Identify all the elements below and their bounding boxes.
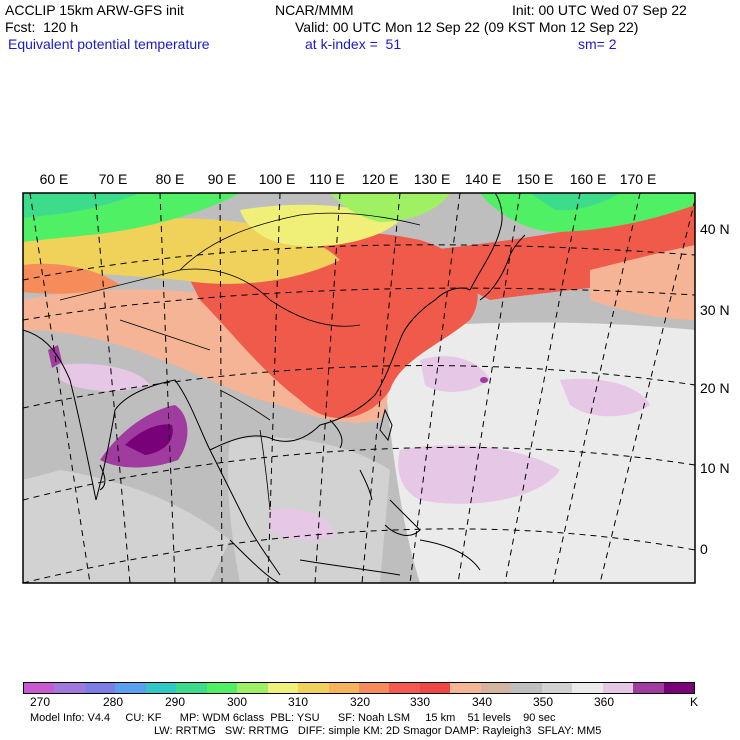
- colorbar-swatch: [602, 683, 634, 693]
- longitude-label: 170 E: [619, 171, 657, 187]
- model-title: ACCLIP 15km ARW-GFS init: [5, 2, 184, 18]
- high-theta-e-patch: [560, 378, 650, 417]
- orange-band: [23, 263, 120, 294]
- northeast-cold-air: [480, 193, 695, 232]
- colorbar-swatch: [298, 683, 329, 693]
- colorbar-swatch: [541, 683, 573, 693]
- latitude-label: 30 N: [700, 302, 730, 318]
- longitude-label: 130 E: [413, 171, 451, 187]
- level-label: at k-index = 51: [305, 36, 402, 52]
- colorbar: [23, 682, 695, 694]
- colorbar-label: K: [689, 695, 699, 709]
- colorbar-swatch: [176, 683, 207, 693]
- high-theta-e-patch: [60, 363, 150, 392]
- colorbar-label: 330: [409, 695, 431, 709]
- graticule: [23, 193, 695, 583]
- colorbar-label: 300: [226, 695, 248, 709]
- high-theta-e-patch: [420, 356, 490, 392]
- map-frame: [22, 192, 696, 584]
- colorbar-swatch: [328, 683, 359, 693]
- country-borders: [59, 212, 421, 511]
- forecast-hour: Fcst: 120 h: [5, 19, 79, 35]
- longitude-label: 60 E: [39, 171, 69, 187]
- colorbar-swatch: [267, 683, 299, 693]
- colorbar-label: 360: [593, 695, 615, 709]
- colorbar-swatch: [115, 683, 146, 693]
- bay-of-bengal-core: [125, 424, 173, 455]
- colorbar-label: 270: [29, 695, 51, 709]
- coastlines: [23, 193, 526, 583]
- colorbar-swatch: [24, 683, 55, 693]
- colorbar-label: 290: [164, 695, 186, 709]
- indian-ocean-region: [23, 470, 230, 583]
- org-label: NCAR/MMM: [275, 2, 354, 18]
- colorbar-swatch: [206, 683, 238, 693]
- colorbar-label: 310: [287, 695, 309, 709]
- colorbar-swatch: [663, 683, 694, 693]
- colorbar-label: 340: [471, 695, 493, 709]
- colorbar-swatch: [145, 683, 177, 693]
- colorbar-swatch: [511, 683, 542, 693]
- northwest-cold-core: [23, 193, 140, 218]
- colorbar-swatch: [84, 683, 116, 693]
- longitude-label: 150 E: [516, 171, 554, 187]
- init-time: Init: 00 UTC Wed 07 Sep 22: [512, 2, 687, 18]
- latitude-label: 40 N: [700, 221, 730, 237]
- latitude-label: 10 N: [700, 460, 730, 476]
- valid-time: Valid: 00 UTC Mon 12 Sep 22 (09 KST Mon …: [295, 19, 639, 35]
- colorbar-swatch: [450, 683, 481, 693]
- longitude-label: 70 E: [98, 171, 128, 187]
- south-china-sea-region: [228, 437, 390, 583]
- smoothing-label: sm= 2: [578, 36, 617, 52]
- longitude-label: 110 E: [309, 171, 345, 187]
- model-info-line: Model Info: V4.4 CU: KF MP: WDM 6class P…: [30, 712, 556, 724]
- colorbar-swatch: [572, 683, 603, 693]
- colorbar-swatch: [237, 683, 268, 693]
- longitude-label: 90 E: [207, 171, 237, 187]
- colorbar-swatch: [358, 683, 390, 693]
- latitude-label: 20 N: [700, 380, 730, 396]
- longitude-label: 100 E: [258, 171, 296, 187]
- colorbar-swatch: [389, 683, 420, 693]
- colorbar-swatch: [419, 683, 451, 693]
- colorbar-label: 350: [532, 695, 554, 709]
- colorbar-label: 280: [102, 695, 124, 709]
- northeast-cold-core: [530, 193, 620, 211]
- high-theta-e-patch: [398, 445, 560, 504]
- colorbar-swatch: [54, 683, 85, 693]
- physics-info-line: LW: RRTMG SW: RRTMG DIFF: simple KM: 2D …: [154, 725, 602, 737]
- longitude-label: 160 E: [569, 171, 607, 187]
- field-title: Equivalent potential temperature: [8, 36, 210, 52]
- longitude-label: 80 E: [155, 171, 185, 187]
- colorbar-label: 320: [349, 695, 371, 709]
- latitude-label: 0: [700, 541, 708, 557]
- high-theta-e-patch: [270, 508, 335, 541]
- colorbar-swatch: [633, 683, 664, 693]
- colorbar-swatch: [480, 683, 512, 693]
- longitude-label: 140 E: [464, 171, 502, 187]
- pacific-maximum: [480, 377, 488, 383]
- longitude-label: 120 E: [361, 171, 399, 187]
